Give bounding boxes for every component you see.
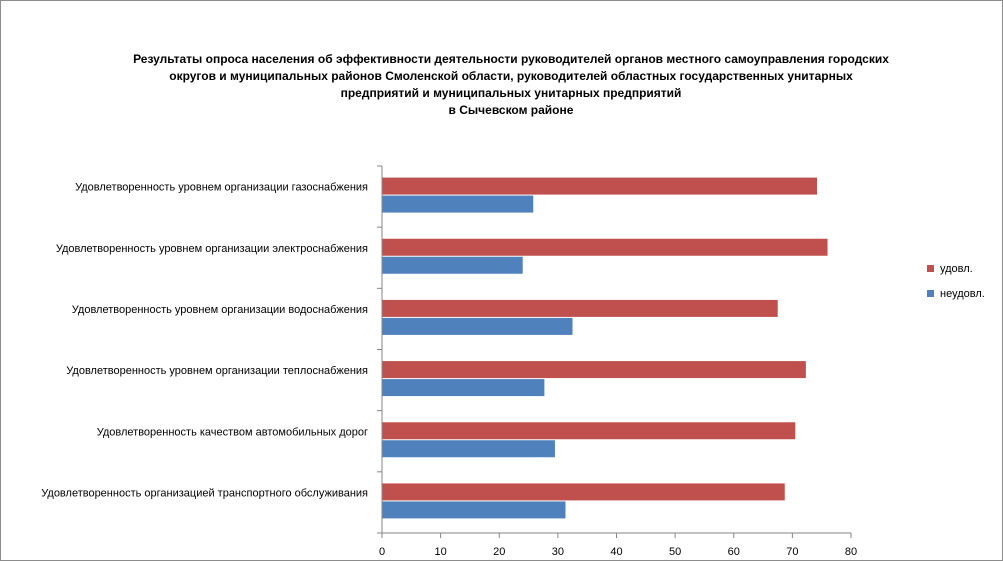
- x-tick-label: 70: [786, 546, 798, 558]
- legend-swatch: [927, 265, 934, 272]
- chart-title-line: предприятий и муниципальных унитарных пр…: [340, 86, 682, 100]
- bar-udovl: [382, 361, 806, 379]
- category-label: Удовлетворенность уровнем организации эл…: [56, 243, 368, 255]
- category-label: Удовлетворенность уровнем организации те…: [66, 365, 368, 377]
- legend-label: удовл.: [940, 263, 973, 275]
- x-tick-label: 40: [610, 546, 622, 558]
- x-tick-label: 30: [552, 546, 564, 558]
- bar-neudovl: [382, 317, 573, 335]
- x-tick-label: 10: [435, 546, 447, 558]
- category-label: Удовлетворенность уровнем организации га…: [75, 182, 368, 194]
- legend-swatch: [927, 290, 934, 297]
- bar-neudovl: [382, 256, 523, 274]
- bar-udovl: [382, 177, 817, 195]
- bar-udovl: [382, 422, 796, 440]
- chart-title: Результаты опроса населения об эффективн…: [91, 51, 931, 119]
- bar-udovl: [382, 483, 785, 501]
- bar-neudovl: [382, 501, 566, 519]
- chart-title-line: округов и муниципальных районов Смоленск…: [169, 69, 853, 83]
- x-tick-label: 50: [669, 546, 681, 558]
- category-label: Удовлетворенность качеством автомобильны…: [97, 426, 368, 438]
- bar-neudovl: [382, 379, 545, 397]
- category-label: Удовлетворенность организацией транспорт…: [41, 487, 368, 499]
- legend-label: неудовл.: [940, 288, 985, 300]
- bar-neudovl: [382, 440, 555, 458]
- bar-neudovl: [382, 195, 534, 213]
- chart-title-line: в Сычевском районе: [448, 103, 574, 117]
- x-tick-label: 80: [845, 546, 857, 558]
- bar-udovl: [382, 238, 828, 256]
- x-tick-label: 60: [728, 546, 740, 558]
- chart-title-line: Результаты опроса населения об эффективн…: [133, 52, 889, 66]
- x-tick-label: 20: [493, 546, 505, 558]
- x-tick-label: 0: [379, 546, 385, 558]
- category-label: Удовлетворенность уровнем организации во…: [72, 304, 368, 316]
- bar-udovl: [382, 299, 778, 317]
